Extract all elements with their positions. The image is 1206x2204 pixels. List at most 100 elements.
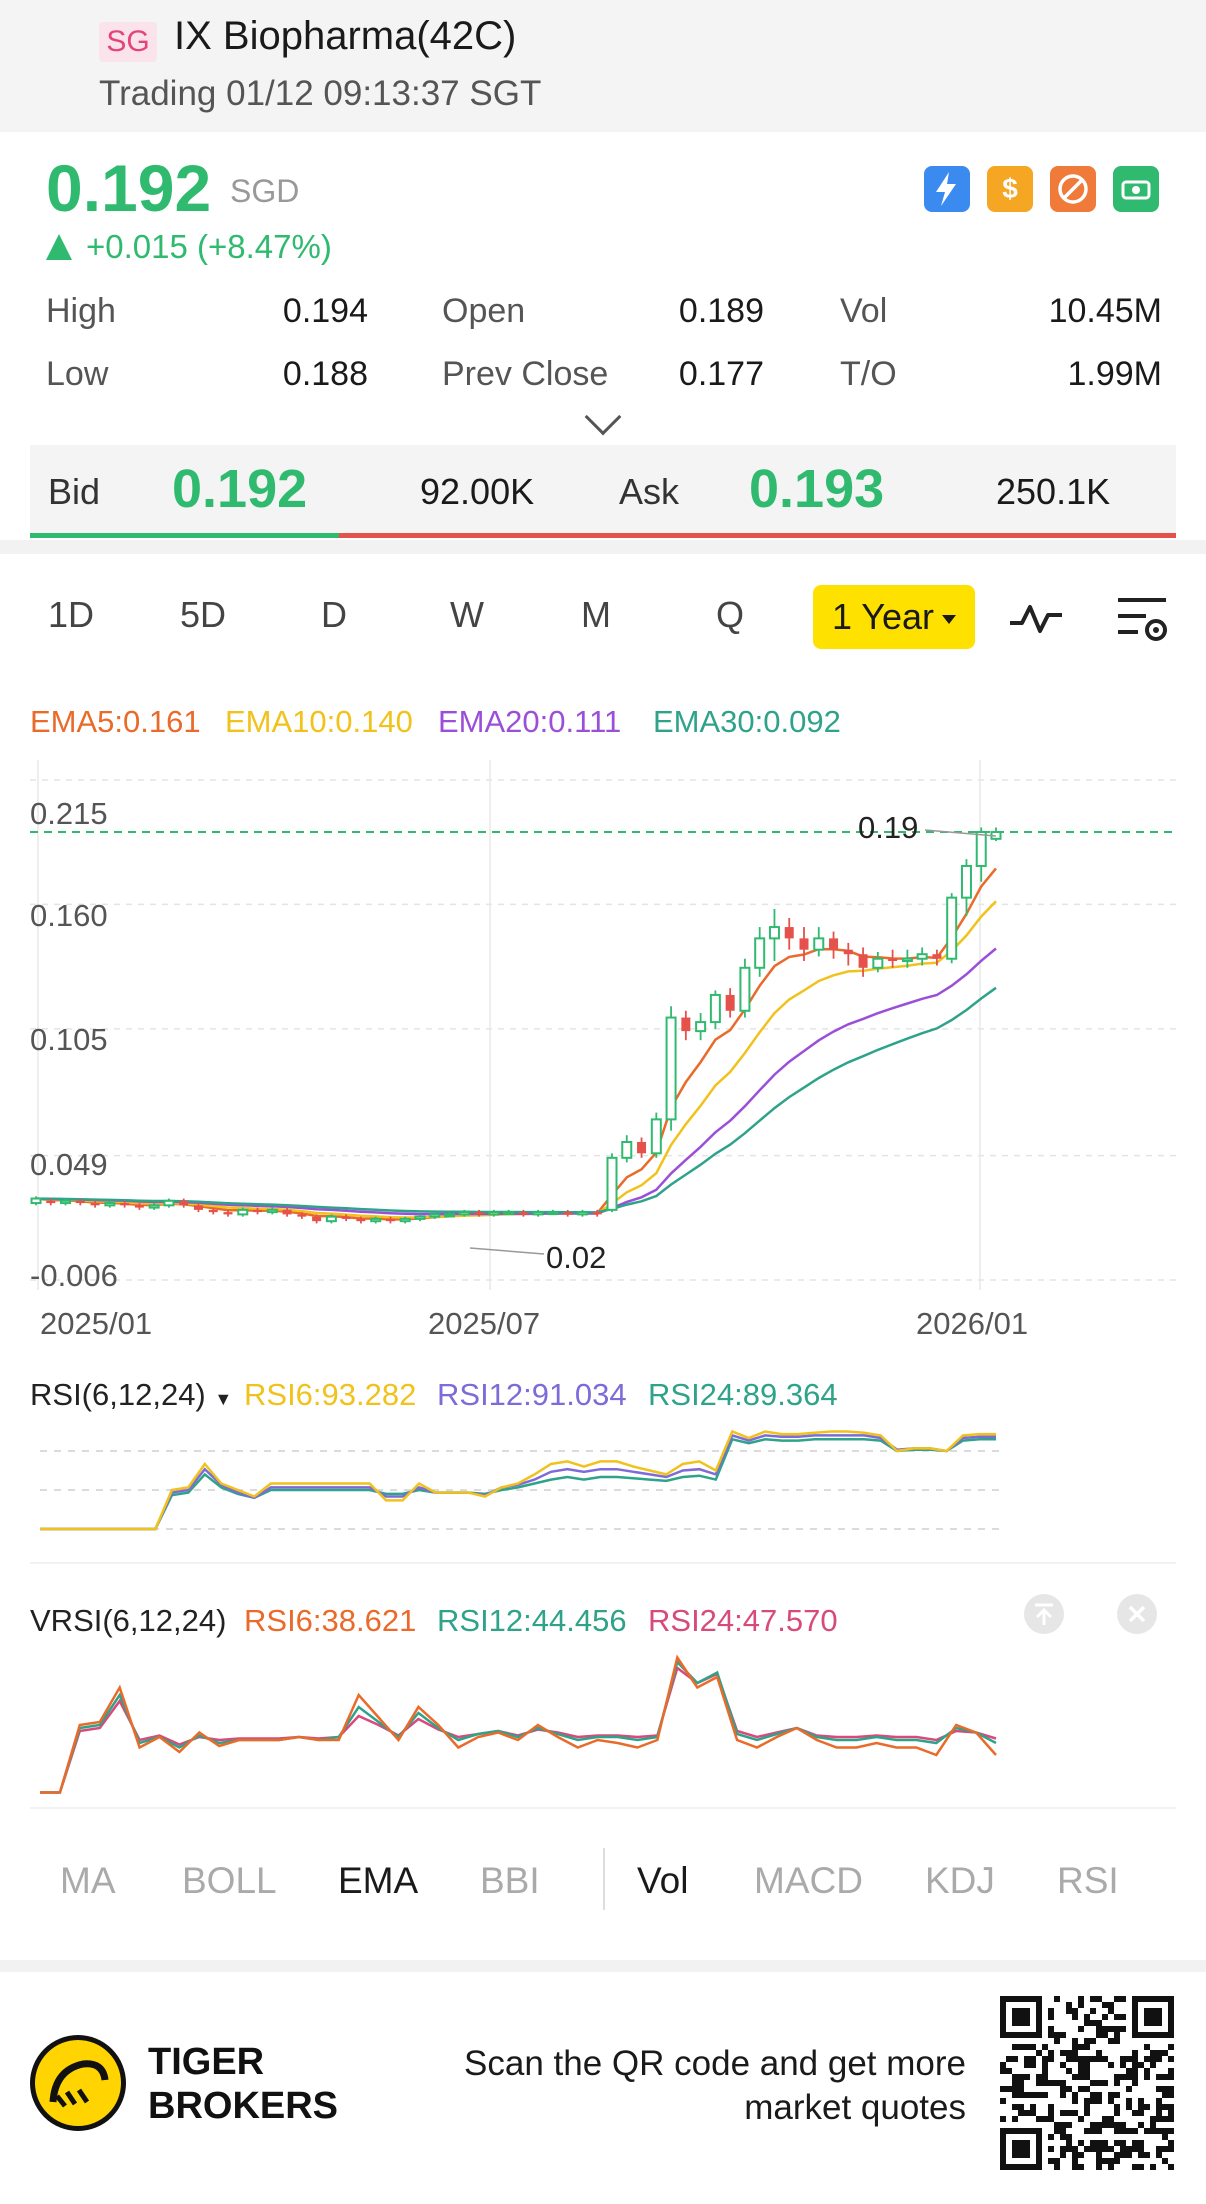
tab-d[interactable]: D <box>321 594 347 635</box>
qr-module <box>1066 2140 1072 2146</box>
qr-module <box>1108 2116 1114 2122</box>
qr-module <box>1078 2164 1084 2170</box>
price-chart[interactable] <box>0 760 1206 1320</box>
qr-module <box>1138 2140 1144 2146</box>
cash-icon[interactable] <box>1113 166 1159 212</box>
low-annotation: 0.02 <box>546 1240 607 1275</box>
tab-boll[interactable]: BOLL <box>182 1860 277 1901</box>
qr-module <box>1090 2092 1096 2098</box>
qr-module <box>1048 2146 1054 2152</box>
tab-vol[interactable]: Vol <box>637 1860 689 1901</box>
qr-module <box>1102 2122 1108 2128</box>
ema5-value: 0.161 <box>123 704 201 739</box>
qr-module <box>1144 2044 1150 2050</box>
qr-module <box>1114 2152 1120 2158</box>
chart-settings-icon[interactable] <box>1116 594 1170 646</box>
tab-1d[interactable]: 1D <box>48 594 95 635</box>
rsi-indicator-name[interactable]: RSI(6,12,24) ▼ <box>30 1377 232 1413</box>
qr-module <box>1060 2086 1066 2092</box>
qr-module <box>1144 2074 1150 2080</box>
qr-module <box>1120 2122 1126 2128</box>
qr-module <box>1096 2092 1102 2098</box>
qr-module <box>1156 2086 1162 2092</box>
candle <box>429 1213 441 1218</box>
bid-price: 0.192 <box>172 459 308 519</box>
qr-module <box>1090 2038 1096 2044</box>
candle <box>725 994 735 1011</box>
tab-5d[interactable]: 5D <box>180 594 227 635</box>
prev-close-value: 0.177 <box>678 355 764 393</box>
candle <box>858 954 868 968</box>
close-icon[interactable] <box>1115 1592 1159 1636</box>
chevron-down-icon[interactable] <box>584 398 622 436</box>
candle <box>312 1216 322 1222</box>
dollar-icon[interactable]: $ <box>987 166 1033 212</box>
candle <box>637 1141 647 1154</box>
tab-macd[interactable]: MACD <box>754 1860 863 1901</box>
qr-module <box>1108 2158 1114 2164</box>
vrsi-chart[interactable] <box>0 1640 1206 1810</box>
qr-module <box>1120 2014 1126 2020</box>
qr-module <box>1018 2104 1024 2110</box>
qr-module <box>1162 2134 1168 2140</box>
move-up-icon[interactable] <box>1022 1592 1066 1636</box>
qr-module <box>1036 2074 1042 2080</box>
qr-module <box>1072 2092 1078 2098</box>
candle <box>90 1203 100 1206</box>
tab-rsi[interactable]: RSI <box>1057 1860 1119 1901</box>
caret-down-icon: ▼ <box>214 1389 233 1409</box>
candle <box>576 1211 588 1216</box>
qr-module <box>1078 2026 1084 2032</box>
qr-module <box>1156 2152 1162 2158</box>
qr-module <box>1054 2158 1060 2164</box>
tab-kdj[interactable]: KDJ <box>925 1860 995 1901</box>
tab-bbi[interactable]: BBI <box>480 1860 540 1901</box>
candle <box>946 896 958 960</box>
qr-module <box>1156 2098 1162 2104</box>
qr-module <box>1072 2008 1078 2014</box>
ema-line <box>35 867 997 1221</box>
footer-divider <box>0 1960 1206 1972</box>
qr-module <box>1114 2140 1120 2146</box>
qr-module <box>1066 2008 1072 2014</box>
vol-label: Vol <box>840 292 888 330</box>
qr-module <box>1000 2068 1006 2074</box>
qr-module <box>1078 2002 1084 2008</box>
bid-ratio-bar <box>30 533 339 538</box>
low-annotation-leader <box>469 1247 545 1255</box>
vrsi-indicator-name[interactable]: VRSI(6,12,24) <box>30 1603 227 1638</box>
qr-module <box>1132 2074 1138 2080</box>
candle <box>754 937 766 969</box>
qr-module <box>1114 2032 1120 2038</box>
qr-module <box>1060 2092 1066 2098</box>
qr-module <box>1084 2086 1090 2092</box>
candle <box>888 958 898 961</box>
qr-module <box>1036 2050 1042 2056</box>
lightning-icon[interactable] <box>924 166 970 212</box>
rsi12-legend: RSI12:91.034 <box>437 1377 627 1412</box>
indicator-toggle-icon[interactable] <box>1008 597 1064 641</box>
tab-w[interactable]: W <box>450 594 484 635</box>
high-value: 0.194 <box>282 292 368 330</box>
qr-module <box>1024 2110 1030 2116</box>
tab-m[interactable]: M <box>581 594 611 635</box>
qr-module <box>1030 2092 1036 2098</box>
no-margin-icon[interactable] <box>1050 166 1096 212</box>
tab-q[interactable]: Q <box>716 594 745 635</box>
qr-module <box>1102 2158 1108 2164</box>
qr-module <box>1114 2080 1120 2086</box>
qr-module <box>1156 2056 1162 2062</box>
tab-1-year[interactable]: 1 Year <box>813 585 975 649</box>
tab-ma[interactable]: MA <box>60 1860 116 1901</box>
qr-module <box>1024 2092 1030 2098</box>
qr-module <box>1090 2122 1096 2128</box>
vol-value: 10.45M <box>1048 292 1162 330</box>
qr-module <box>1102 2116 1108 2122</box>
rsi-chart[interactable] <box>0 1415 1206 1565</box>
candle <box>960 864 972 899</box>
qr-module <box>1126 2098 1132 2104</box>
tab-ema[interactable]: EMA <box>338 1860 419 1901</box>
qr-module <box>1126 2152 1132 2158</box>
qr-module <box>1138 2098 1144 2104</box>
candle <box>120 1203 130 1206</box>
